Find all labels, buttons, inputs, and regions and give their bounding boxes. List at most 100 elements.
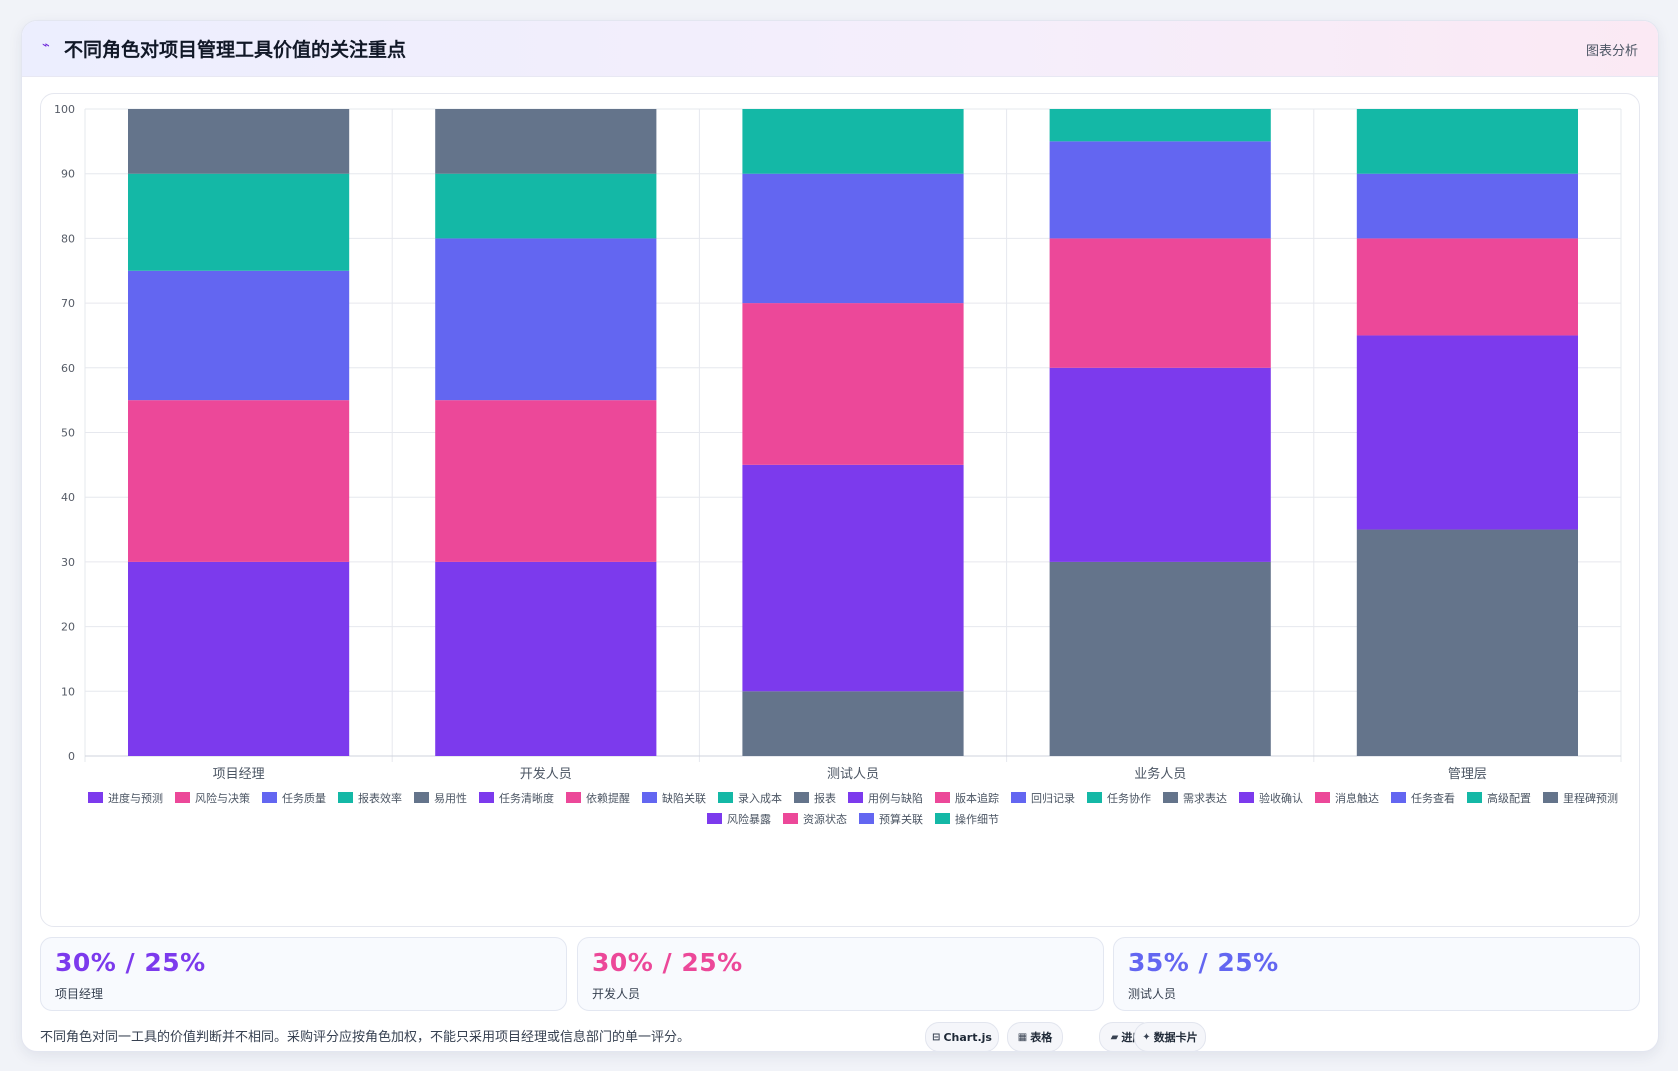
stat-value: 30% / 25% — [55, 948, 206, 977]
y-tick-label: 20 — [61, 621, 75, 634]
stat-label: 开发人员 — [592, 987, 641, 1001]
chart-card: ⌁ 不同角色对项目管理工具价值的关注重点 图表分析 0 10 20 30 40 50 60 7… — [21, 20, 1659, 1052]
legend-label: 缺陷关联 — [662, 791, 706, 805]
progress-icon: ▰ — [1110, 1031, 1119, 1043]
legend-swatch — [707, 813, 722, 824]
legend-swatch — [414, 792, 429, 803]
y-tick-label: 100 — [54, 103, 75, 116]
pill-chartjs[interactable]: ⊟ Chart.js — [925, 1022, 999, 1051]
bar-segment — [1356, 335, 1578, 530]
legend-label: 易用性 — [434, 791, 467, 805]
x-tick-label: 管理层 — [1448, 767, 1487, 782]
table-icon: ▦ — [1017, 1031, 1028, 1043]
y-tick-label: 50 — [61, 427, 75, 440]
sparkle-icon: ✦ — [1142, 1031, 1151, 1043]
legend-swatch — [783, 813, 798, 824]
legend-swatch — [1315, 792, 1330, 803]
bar-segment — [128, 109, 350, 174]
y-tick-label: 60 — [61, 362, 75, 375]
legend-label: 报表 — [814, 791, 836, 805]
stat-label: 测试人员 — [1128, 987, 1177, 1001]
legend-swatch — [1543, 792, 1558, 803]
legend-label: 用例与缺陷 — [868, 791, 923, 805]
bar-segment — [128, 561, 350, 756]
stat-label: 项目经理 — [55, 987, 104, 1001]
card-header: ⌁ 不同角色对项目管理工具价值的关注重点 图表分析 — [22, 21, 1658, 77]
x-tick-label: 项目经理 — [213, 767, 265, 782]
legend-label: 消息触达 — [1335, 791, 1379, 805]
legend-swatch — [1163, 792, 1178, 803]
bar-segment — [435, 109, 657, 174]
legend-swatch — [1467, 792, 1482, 803]
pill-table[interactable]: ▦ 表格 — [1007, 1022, 1063, 1051]
chart-icon: ⊟ — [932, 1031, 941, 1043]
legend-label: 需求表达 — [1183, 791, 1227, 805]
chart-panel: 0 10 20 30 40 50 60 70 80 90 100 项目经理 开发人员 测试人员 业务人员 管理… — [40, 93, 1640, 927]
legend-swatch — [859, 813, 874, 824]
bar-segment — [742, 173, 964, 304]
pill-label: 表格 — [1030, 1031, 1053, 1044]
x-tick-label: 开发人员 — [520, 766, 572, 782]
legend-swatch — [1011, 792, 1026, 803]
chart-title: 不同角色对项目管理工具价值的关注重点 — [64, 39, 407, 61]
bar-segment — [742, 691, 964, 756]
bar-segment — [1049, 367, 1271, 562]
legend-swatch — [1391, 792, 1406, 803]
footnote: 不同角色对同一工具的价值判断并不相同。采购评分应按角色加权，不能只采用项目经理或… — [40, 1030, 691, 1045]
pill-label: Chart.js — [943, 1030, 992, 1044]
stat-value: 30% / 25% — [592, 948, 743, 977]
bar-segment — [742, 109, 964, 174]
bar-segment — [742, 303, 964, 465]
bar-segment — [1049, 561, 1271, 756]
y-tick-label: 30 — [61, 556, 75, 569]
legend-swatch — [1239, 792, 1254, 803]
legend-label: 回归记录 — [1031, 791, 1075, 805]
stat-value: 35% / 25% — [1128, 948, 1279, 977]
bar-segment — [1356, 173, 1578, 239]
legend-swatch — [794, 792, 809, 803]
bar-segment — [435, 238, 657, 401]
stat-card-pm: 30% / 25% 项目经理 — [40, 937, 567, 1011]
legend-swatch — [175, 792, 190, 803]
legend-swatch — [935, 792, 950, 803]
legend-swatch — [88, 792, 103, 803]
y-tick-label: 0 — [68, 750, 75, 763]
legend-label: 任务查看 — [1411, 791, 1455, 805]
bar-segment — [1356, 109, 1578, 174]
bar-segment — [128, 173, 350, 271]
y-tick-label: 10 — [61, 685, 75, 698]
bar-segment — [435, 173, 657, 239]
bar-segment — [1356, 529, 1578, 756]
bar-segment — [128, 270, 350, 401]
legend-label: 资源状态 — [803, 812, 847, 826]
pulse-icon: ⌁ — [42, 38, 50, 53]
legend-swatch — [718, 792, 733, 803]
bar-segment — [1049, 238, 1271, 368]
y-tick-label: 70 — [61, 297, 75, 310]
legend-swatch — [338, 792, 353, 803]
bar-segment — [1049, 109, 1271, 142]
legend-swatch — [479, 792, 494, 803]
bar-segment — [1049, 141, 1271, 239]
legend-swatch — [262, 792, 277, 803]
legend-label: 风险暴露 — [727, 812, 771, 826]
legend-swatch — [848, 792, 863, 803]
legend-swatch — [642, 792, 657, 803]
bar-segment — [435, 400, 657, 562]
stat-card-dev: 30% / 25% 开发人员 — [577, 937, 1104, 1011]
legend-label: 依赖提醒 — [586, 792, 630, 805]
bar-segment — [128, 400, 350, 562]
legend-swatch — [566, 792, 581, 803]
legend-label: 任务协作 — [1107, 791, 1151, 805]
bar-segment — [742, 464, 964, 692]
legend-label: 高级配置 — [1487, 791, 1531, 805]
legend-swatch — [935, 813, 950, 824]
legend-swatch — [1087, 792, 1102, 803]
x-tick-label: 业务人员 — [1134, 766, 1186, 782]
legend-label: 版本追踪 — [955, 791, 999, 805]
legend-label: 风险与决策 — [195, 791, 250, 805]
pill-data-card[interactable]: ✦ 数据卡片 — [1134, 1022, 1206, 1051]
y-tick-label: 40 — [61, 491, 75, 504]
legend-label: 录入成本 — [738, 791, 782, 805]
stat-card-qa: 35% / 25% 测试人员 — [1113, 937, 1640, 1011]
